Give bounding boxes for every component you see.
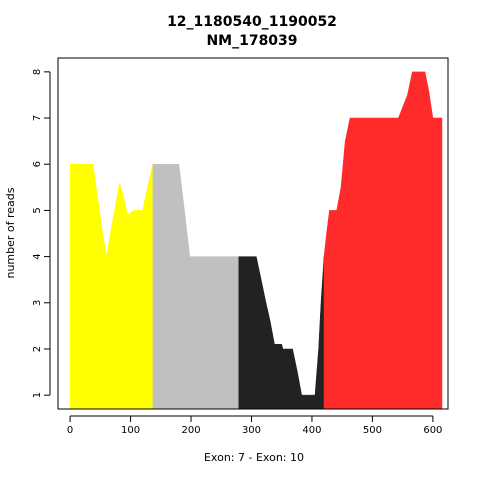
chart-subtitle: NM_178039	[206, 33, 297, 49]
plot-border	[57, 57, 449, 410]
y-tick-label: 8	[32, 69, 43, 75]
y-axis-label: number of reads	[4, 187, 17, 278]
series-layer	[69, 71, 443, 410]
y-tick-label: 2	[32, 346, 43, 352]
y-tick-label: 5	[32, 207, 43, 213]
series-area-1	[69, 163, 154, 410]
x-tick-label: 200	[181, 425, 200, 436]
x-axis: 0 100 200 300 400 500 600	[67, 415, 442, 436]
chart-title: 12_1180540_1190052	[167, 14, 337, 30]
x-tick-label: 500	[363, 425, 382, 436]
series-area-3	[238, 256, 325, 410]
y-tick-label: 3	[32, 300, 43, 306]
x-axis-label: Exon: 7 - Exon: 10	[204, 451, 304, 464]
y-tick-label: 6	[32, 161, 43, 167]
series-area-4	[323, 71, 443, 410]
x-tick-label: 300	[242, 425, 261, 436]
x-tick-label: 600	[423, 425, 442, 436]
y-tick-label: 1	[32, 392, 43, 398]
y-tick-label: 7	[32, 115, 43, 121]
x-tick-label: 100	[121, 425, 140, 436]
y-axis: 1 2 3 4 5 6 7 8	[32, 69, 51, 398]
x-tick-label: 0	[67, 425, 73, 436]
y-tick-label: 4	[32, 253, 43, 259]
x-tick-label: 400	[302, 425, 321, 436]
